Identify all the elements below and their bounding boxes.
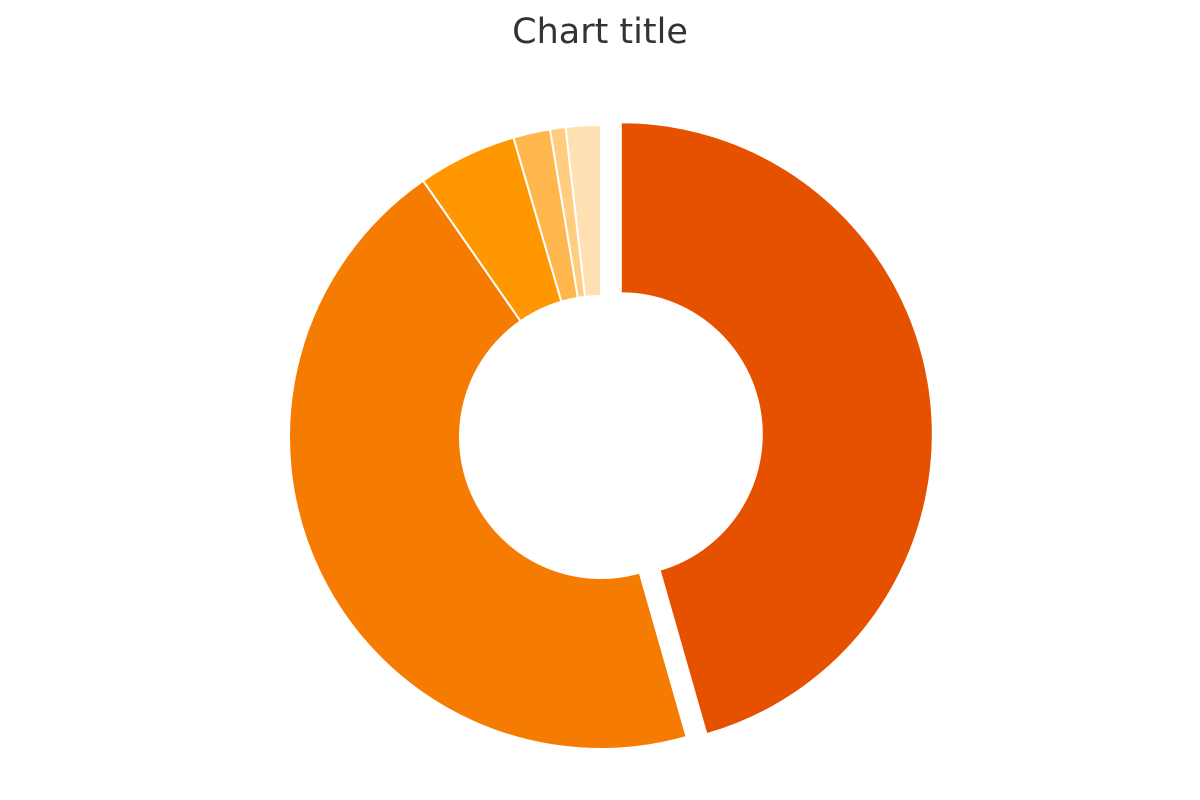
donut-slice-1 [619,121,934,736]
donut-slice-6 [564,123,602,299]
donut-slice-2 [288,179,688,750]
chart-title: Chart title [512,12,688,52]
donut-slices [288,121,934,750]
